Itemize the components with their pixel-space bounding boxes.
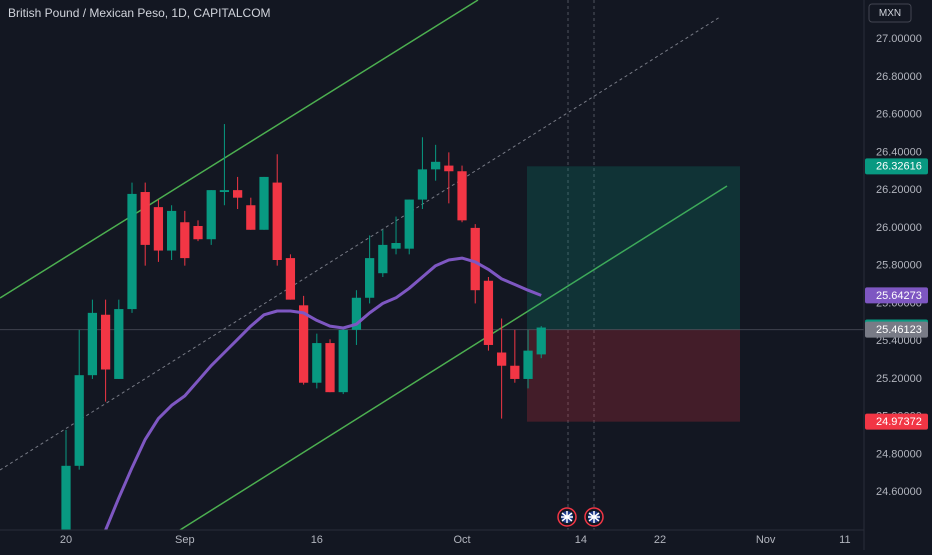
- candle-body: [100, 314, 111, 370]
- candle-body: [365, 258, 375, 298]
- candle-body: [232, 190, 243, 198]
- price-tag: [865, 158, 928, 175]
- candle-body: [259, 176, 269, 230]
- y-tick-label: 26.80000: [876, 71, 922, 83]
- candle-body: [391, 243, 401, 249]
- candle-body: [74, 375, 84, 466]
- candle-body: [483, 280, 494, 345]
- candle-body: [127, 193, 137, 310]
- long-position: [0, 166, 864, 422]
- candle-body: [378, 244, 388, 274]
- candle-body: [87, 312, 98, 376]
- channel-lower: [179, 185, 728, 530]
- price-tag-label: 24.97372: [876, 416, 922, 428]
- flag-cross: [561, 511, 573, 523]
- moving-average: [104, 256, 542, 530]
- candle-body: [61, 465, 71, 530]
- candle-body: [338, 329, 348, 393]
- candle-body: [325, 343, 335, 393]
- x-tick-label: Sep: [175, 534, 195, 546]
- x-tick-label: 22: [654, 534, 666, 546]
- candle-body: [299, 305, 309, 383]
- y-tick-label: 24.80000: [876, 448, 922, 460]
- y-tick-label: 24.60000: [876, 486, 922, 498]
- candle-body: [404, 199, 414, 249]
- price-tag: [865, 287, 928, 304]
- currency-label[interactable]: MXN: [879, 8, 901, 19]
- candle-body: [470, 227, 480, 291]
- price-tag: [865, 413, 928, 430]
- candle-body: [140, 192, 150, 245]
- overlay: [104, 256, 542, 530]
- candle-body: [246, 205, 256, 230]
- candle-body: [193, 226, 203, 240]
- channel-upper: [0, 0, 479, 299]
- y-tick-label: 26.60000: [876, 109, 922, 121]
- flag-cross: [588, 511, 600, 523]
- price-tag: [865, 321, 928, 338]
- price-tag-label: 26.32616: [876, 161, 922, 173]
- candle-body: [153, 207, 164, 251]
- x-tick-label: Nov: [756, 534, 776, 546]
- y-tick-label: 25.40000: [876, 335, 922, 347]
- candle-body: [444, 165, 454, 172]
- candle-body: [417, 169, 428, 200]
- x-tick-label: 16: [311, 534, 323, 546]
- x-tick-label: 11: [839, 534, 850, 546]
- candle-body: [312, 343, 322, 383]
- candle-body: [285, 258, 296, 300]
- candle-body: [510, 365, 520, 379]
- channel-middle: [0, 16, 721, 471]
- drawings: [0, 0, 728, 530]
- event-icons[interactable]: [557, 507, 604, 527]
- y-tick-label: 26.00000: [876, 222, 922, 234]
- candle-body: [431, 161, 441, 170]
- y-tick-label: 26.40000: [876, 146, 922, 158]
- candle-body: [114, 309, 124, 379]
- x-tick-label: 20: [60, 534, 72, 546]
- candle-body: [206, 190, 216, 240]
- y-tick-label: 26.20000: [876, 184, 922, 196]
- x-tick-label: Oct: [453, 534, 470, 546]
- x-tick-label: 14: [575, 534, 587, 546]
- chart-title: British Pound / Mexican Peso, 1D, CAPITA…: [8, 6, 271, 20]
- candle-body: [351, 297, 362, 330]
- y-tick-label: 25.80000: [876, 260, 922, 272]
- candles: [61, 124, 546, 530]
- candle-body: [272, 182, 282, 260]
- candle-body: [497, 352, 507, 366]
- stop-zone: [527, 329, 740, 422]
- target-zone: [527, 166, 740, 330]
- candle-body: [457, 171, 467, 221]
- price-tag-label: 25.64273: [876, 290, 922, 302]
- candle-body: [166, 210, 177, 251]
- price-tag-label: 25.46123: [876, 324, 922, 336]
- candle-body: [219, 190, 230, 193]
- candle-body: [536, 327, 546, 355]
- candle-body: [180, 222, 190, 259]
- candle-body: [523, 350, 533, 379]
- currency-button[interactable]: [868, 3, 912, 23]
- y-tick-label: 25.20000: [876, 373, 922, 385]
- y-tick-label: 27.00000: [876, 33, 922, 45]
